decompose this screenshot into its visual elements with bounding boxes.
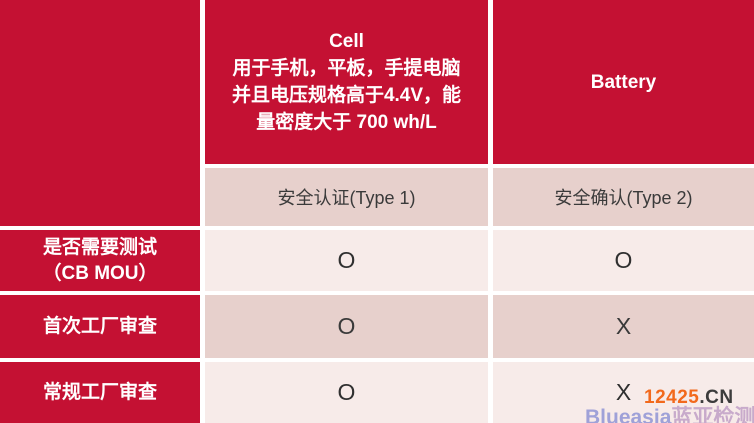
watermark-brand: Blueasia蓝亚检测 xyxy=(585,401,754,423)
value-initial-cell: O xyxy=(205,295,488,358)
subheader-type2: 安全确认(Type 2) xyxy=(493,168,754,226)
row-label-routine-factory-inspection: 常规工厂审查 xyxy=(0,362,200,423)
watermark-site-tld: .CN xyxy=(699,387,734,408)
value-cbmou-battery: O xyxy=(493,230,754,291)
corner-cell xyxy=(0,0,200,226)
watermark-brand-en: Blueasia xyxy=(585,406,672,423)
value-routine-battery: X xyxy=(493,362,754,423)
subheader-type1: 安全认证(Type 1) xyxy=(205,168,488,226)
value-initial-battery: X xyxy=(493,295,754,358)
row-label-cb-mou: 是否需要测试 （CB MOU） xyxy=(0,230,200,291)
watermark-site-number: 12425 xyxy=(644,387,700,408)
watermark-brand-cn: 蓝亚检测 xyxy=(671,406,754,423)
value-cbmou-cell: O xyxy=(205,230,488,291)
watermark-site-url: 12425.CN xyxy=(644,387,734,409)
column-header-cell: Cell 用于手机，平板，手提电脑 并且电压规格高于4.4V，能 量密度大于 7… xyxy=(205,0,488,164)
column-header-battery: Battery xyxy=(493,0,754,164)
value-routine-cell: O xyxy=(205,362,488,423)
row-label-initial-factory-inspection: 首次工厂审查 xyxy=(0,295,200,358)
